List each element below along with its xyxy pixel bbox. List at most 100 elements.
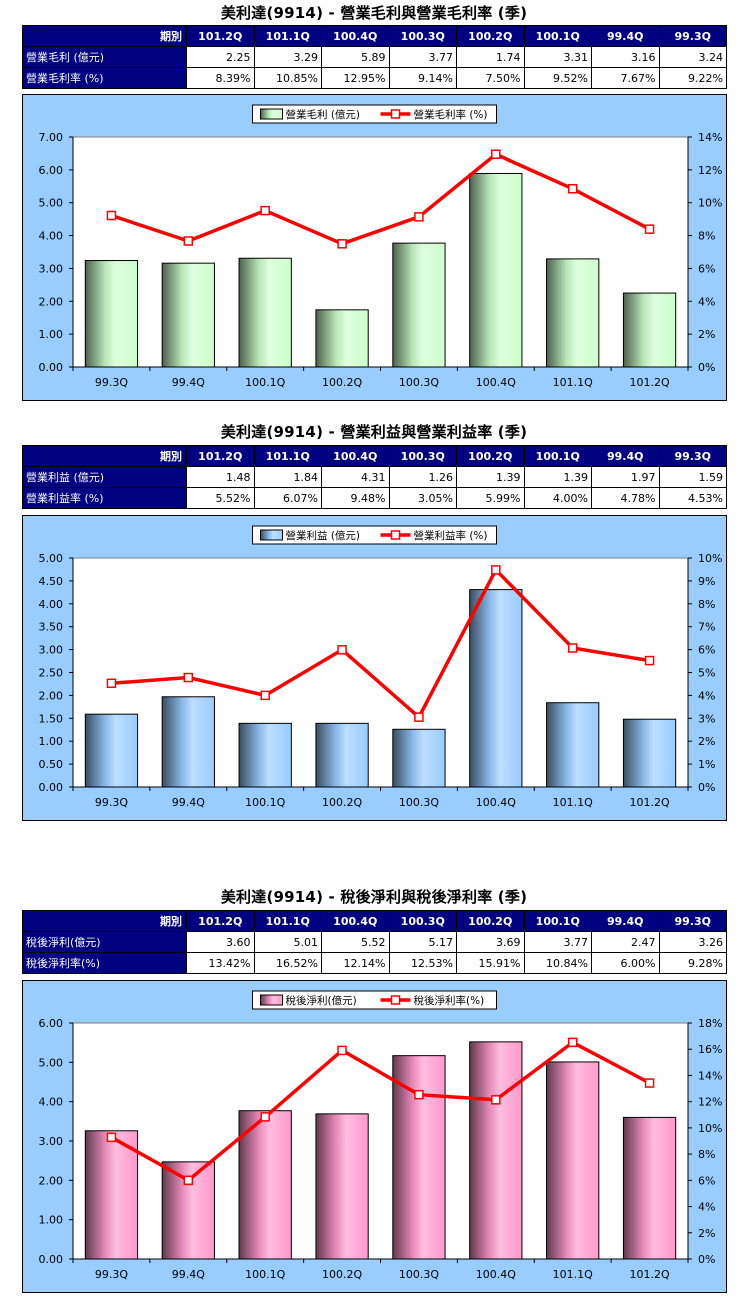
table-cell: 12.95% [321,67,390,89]
gross-profit-table: 期別 101.2Q 101.1Q 100.4Q 100.3Q 100.2Q 100.1Q 99… [22,25,727,89]
bar [622,292,677,368]
legend-label: 營業利益 (億元) [286,529,361,542]
column-header: 100.1Q [523,25,592,47]
bar [315,1113,369,1260]
x-tick-label: 99.4Q [172,1268,205,1281]
table-cell: 12.14% [321,952,390,974]
line-point [567,1037,578,1048]
bar [469,172,523,368]
column-header: 99.4Q [591,910,660,932]
table-cell: 5.17 [388,931,457,953]
y-right-tick-label: 0% [698,781,715,794]
column-header: 101.2Q [186,910,255,932]
table-cell: 3.77 [523,931,592,953]
y-left-tick-label: 4.00 [39,598,64,611]
line-point [337,239,347,249]
bar [238,1110,292,1260]
table-cell: 4.78% [591,487,660,509]
row-label: 稅後淨利(億元) [22,931,187,953]
legend: 營業利益 (億元) 營業利益率 (%) [252,525,497,545]
bar [392,242,446,368]
series-line [111,566,650,720]
x-tick-label: 99.4Q [172,796,205,809]
y-right-tick-label: 6% [698,1174,715,1187]
y-left-tick-label: 4.50 [39,575,64,588]
table-row: 稅後淨利率(%) 13.42% 16.52% 12.14% 12.53% 15.91% 10… [22,952,727,974]
table-cell: 6.07% [253,487,322,509]
line-point [183,672,194,683]
operating-income-table: 期別 101.2Q 101.1Q 100.4Q 100.3Q 100.2Q 100.1Q 99… [22,445,727,509]
bar [315,309,369,368]
table-cell: 4.53% [658,487,727,509]
legend-swatch-bar [260,994,283,1006]
line-point [106,1132,117,1143]
legend-swatch-marker [390,530,401,540]
table-cell: 5.52 [321,931,390,953]
table-cell: 3.69 [456,931,525,953]
line-point [260,1112,270,1122]
line-point [260,205,270,216]
line-point [644,224,655,234]
y-left-tick-label: 7.00 [39,131,64,144]
column-header: 99.3Q [658,25,727,47]
column-header: 101.2Q [186,445,255,467]
bar [546,1061,600,1260]
y-left-tick-label: 0.50 [39,758,64,771]
line-point [414,712,424,722]
chart-title-operating-income: 美利達(9914) - 營業利益與營業利益率 (季) [220,423,528,441]
column-header: 101.1Q [253,25,322,47]
table-cell: 3.29 [253,46,322,68]
bar [84,713,139,788]
y-right-tick-label: 18% [698,1017,722,1030]
table-cell: 1.39 [456,466,525,488]
bar [161,262,215,368]
table-cell: 9.22% [658,67,727,89]
y-right-tick-label: 5% [698,667,715,680]
table-cell: 1.39 [523,466,592,488]
column-header: 101.1Q [253,910,322,932]
y-left-tick-label: 1.00 [39,1214,64,1227]
table-cell: 4.31 [321,466,390,488]
x-tick-label: 101.2Q [629,1268,669,1281]
table-cell: 12.53% [388,952,457,974]
legend-label: 營業毛利率 (%) [414,108,488,121]
legend-swatch-marker [390,109,401,119]
table-row: 營業毛利 (億元) 2.25 3.29 5.89 3.77 1.74 3.31 3.16 3.2… [22,46,727,68]
bar [161,696,215,788]
table-cell: 3.16 [591,46,660,68]
row-label: 營業利益 (億元) [22,466,187,488]
table-cell: 1.26 [388,466,457,488]
y-right-tick-label: 2% [698,1227,715,1240]
table-cell: 7.50% [456,67,525,89]
y-left-tick-label: 4.00 [39,230,64,243]
line-point [567,184,578,194]
column-header: 99.4Q [591,445,660,467]
table-cell: 1.97 [591,466,660,488]
legend-box [252,990,497,1010]
table-cell: 10.85% [253,67,322,89]
y-right-tick-label: 2% [698,735,715,748]
y-right-tick-label: 10% [698,552,722,565]
bar [238,257,292,368]
x-tick-label: 101.1Q [553,796,593,809]
table-cell: 1.74 [456,46,525,68]
row-label: 營業利益率 (%) [22,487,187,509]
y-left-tick-label: 5.00 [39,197,64,210]
column-header: 101.2Q [186,25,255,47]
table-cell: 3.60 [186,931,255,953]
bar [84,1130,139,1260]
y-left-tick-label: 2.00 [39,689,64,702]
y-left-tick-label: 3.00 [39,644,64,657]
y-right-tick-label: 8% [698,1148,715,1161]
period-header: 期別 [22,25,187,47]
column-header: 100.3Q [388,445,457,467]
y-right-tick-label: 0% [698,361,715,374]
y-left-tick-label: 2.00 [39,1174,64,1187]
row-label: 營業毛利率 (%) [22,67,187,89]
column-header: 100.4Q [321,25,390,47]
period-header: 期別 [22,445,187,467]
bar [84,260,139,368]
x-tick-label: 99.3Q [95,376,128,389]
line-point [491,565,501,575]
table-header-row: 期別 101.2Q 101.1Q 100.4Q 100.3Q 100.2Q 100.1Q 99… [22,25,727,47]
